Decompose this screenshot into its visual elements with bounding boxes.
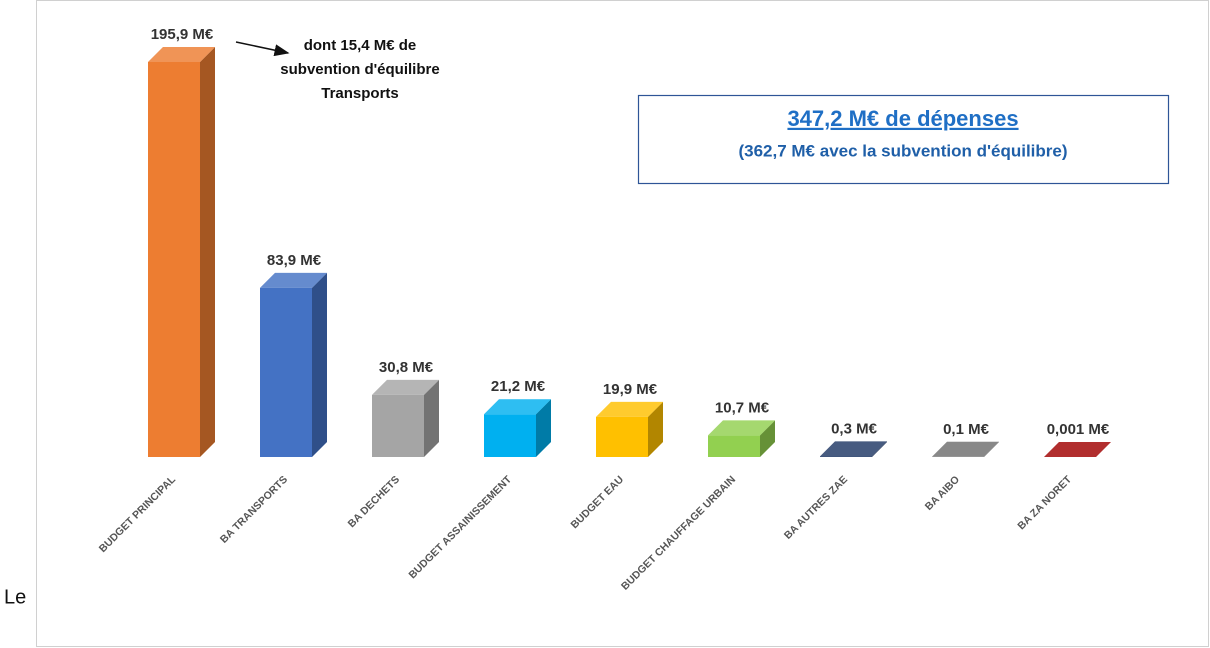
bar-front [148, 62, 200, 457]
bar [820, 441, 887, 457]
bar-top-shade [484, 399, 551, 415]
bar-top-shade [148, 47, 215, 62]
value-label: 83,9 M€ [267, 252, 322, 269]
value-label: 0,3 M€ [831, 420, 878, 437]
bar [1044, 441, 1111, 457]
bar-side-shade [1096, 441, 1111, 457]
bar-side [312, 272, 327, 457]
bar [148, 47, 215, 457]
bar-side [424, 379, 439, 457]
bar [484, 399, 551, 457]
bar-top [148, 47, 215, 62]
bar-front [820, 456, 872, 457]
bar-front [372, 394, 424, 457]
bar-side-shade [200, 47, 215, 457]
value-label: 0,001 M€ [1047, 421, 1110, 438]
value-label: 10,7 M€ [715, 399, 770, 416]
bar [596, 401, 663, 457]
bar-side [200, 47, 215, 457]
bar-top [484, 399, 551, 415]
bar-top [372, 379, 439, 395]
bar-top [596, 401, 663, 417]
annotation-arrow [235, 41, 290, 57]
bar-side-shade [536, 399, 551, 457]
annotation: Transports [321, 85, 399, 102]
bar-top [932, 441, 999, 457]
bar-top-shade [820, 441, 887, 457]
bar-front [484, 414, 536, 457]
value-label: 19,9 M€ [603, 381, 658, 398]
bar-front [260, 287, 312, 457]
bar-side [872, 441, 887, 457]
bar-side [536, 399, 551, 457]
bar-side-shade [872, 441, 887, 457]
bar-side-shade [760, 420, 775, 457]
annotation: dont 15,4 M€ de [304, 37, 417, 54]
bar-top [708, 420, 775, 436]
value-label: 30,8 M€ [379, 359, 434, 376]
bar-front [596, 416, 648, 457]
bar-top [820, 441, 887, 457]
bar-side-shade [424, 379, 439, 457]
bar-side-shade [984, 441, 999, 457]
summary-total: 347,2 M€ de dépenses [787, 106, 1018, 131]
bar-side [1096, 441, 1111, 457]
bar [372, 379, 439, 457]
value-label: 195,9 M€ [151, 26, 214, 43]
bar-side [984, 441, 999, 457]
bar-top [1044, 441, 1111, 457]
value-label: 21,2 M€ [491, 378, 546, 395]
bar-side-shade [312, 272, 327, 457]
bar-side [760, 420, 775, 457]
bar [932, 441, 999, 457]
annotation: subvention d'équilibre [280, 61, 439, 78]
bar-front [708, 435, 760, 457]
page-text: Le [4, 586, 26, 608]
bar-top [260, 272, 327, 288]
bar-side [648, 401, 663, 457]
value-label: 0,1 M€ [943, 421, 990, 438]
bar-top-shade [1044, 441, 1111, 457]
bar-side-shade [648, 401, 663, 457]
summary-detail: (362,7 M€ avec la subvention d'équilibre… [738, 141, 1067, 160]
summary-box [637, 94, 1170, 185]
bar [708, 420, 775, 457]
bar-top-shade [708, 420, 775, 436]
bar-top-shade [372, 379, 439, 395]
bar [260, 272, 327, 457]
bar-top-shade [260, 272, 327, 288]
bar-top-shade [596, 401, 663, 417]
bar-top-shade [932, 441, 999, 457]
